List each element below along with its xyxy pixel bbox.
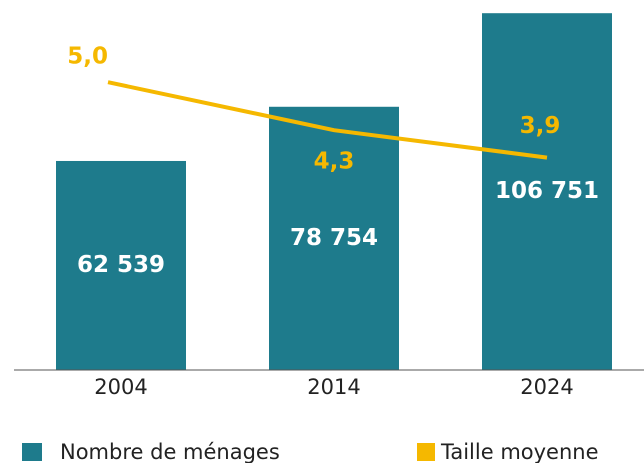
bar-label: 106 751 <box>495 178 599 204</box>
x-tick-label: 2004 <box>94 375 147 399</box>
legend-label: Taille moyenne <box>440 440 599 463</box>
x-tick-label: 2014 <box>307 375 360 399</box>
bar <box>56 160 186 370</box>
bar <box>482 13 612 371</box>
line-label: 4,3 <box>314 149 355 175</box>
line-label: 5,0 <box>67 44 108 70</box>
legend-swatch <box>417 443 435 461</box>
line <box>107 80 548 160</box>
bar <box>269 106 399 371</box>
legend-label: Nombre de ménages <box>60 440 280 463</box>
x-tick-label: 2024 <box>520 375 573 399</box>
bar-label: 78 754 <box>290 225 378 251</box>
bar-label: 62 539 <box>77 252 165 278</box>
line-label: 3,9 <box>520 113 561 139</box>
legend-swatch <box>22 443 42 461</box>
